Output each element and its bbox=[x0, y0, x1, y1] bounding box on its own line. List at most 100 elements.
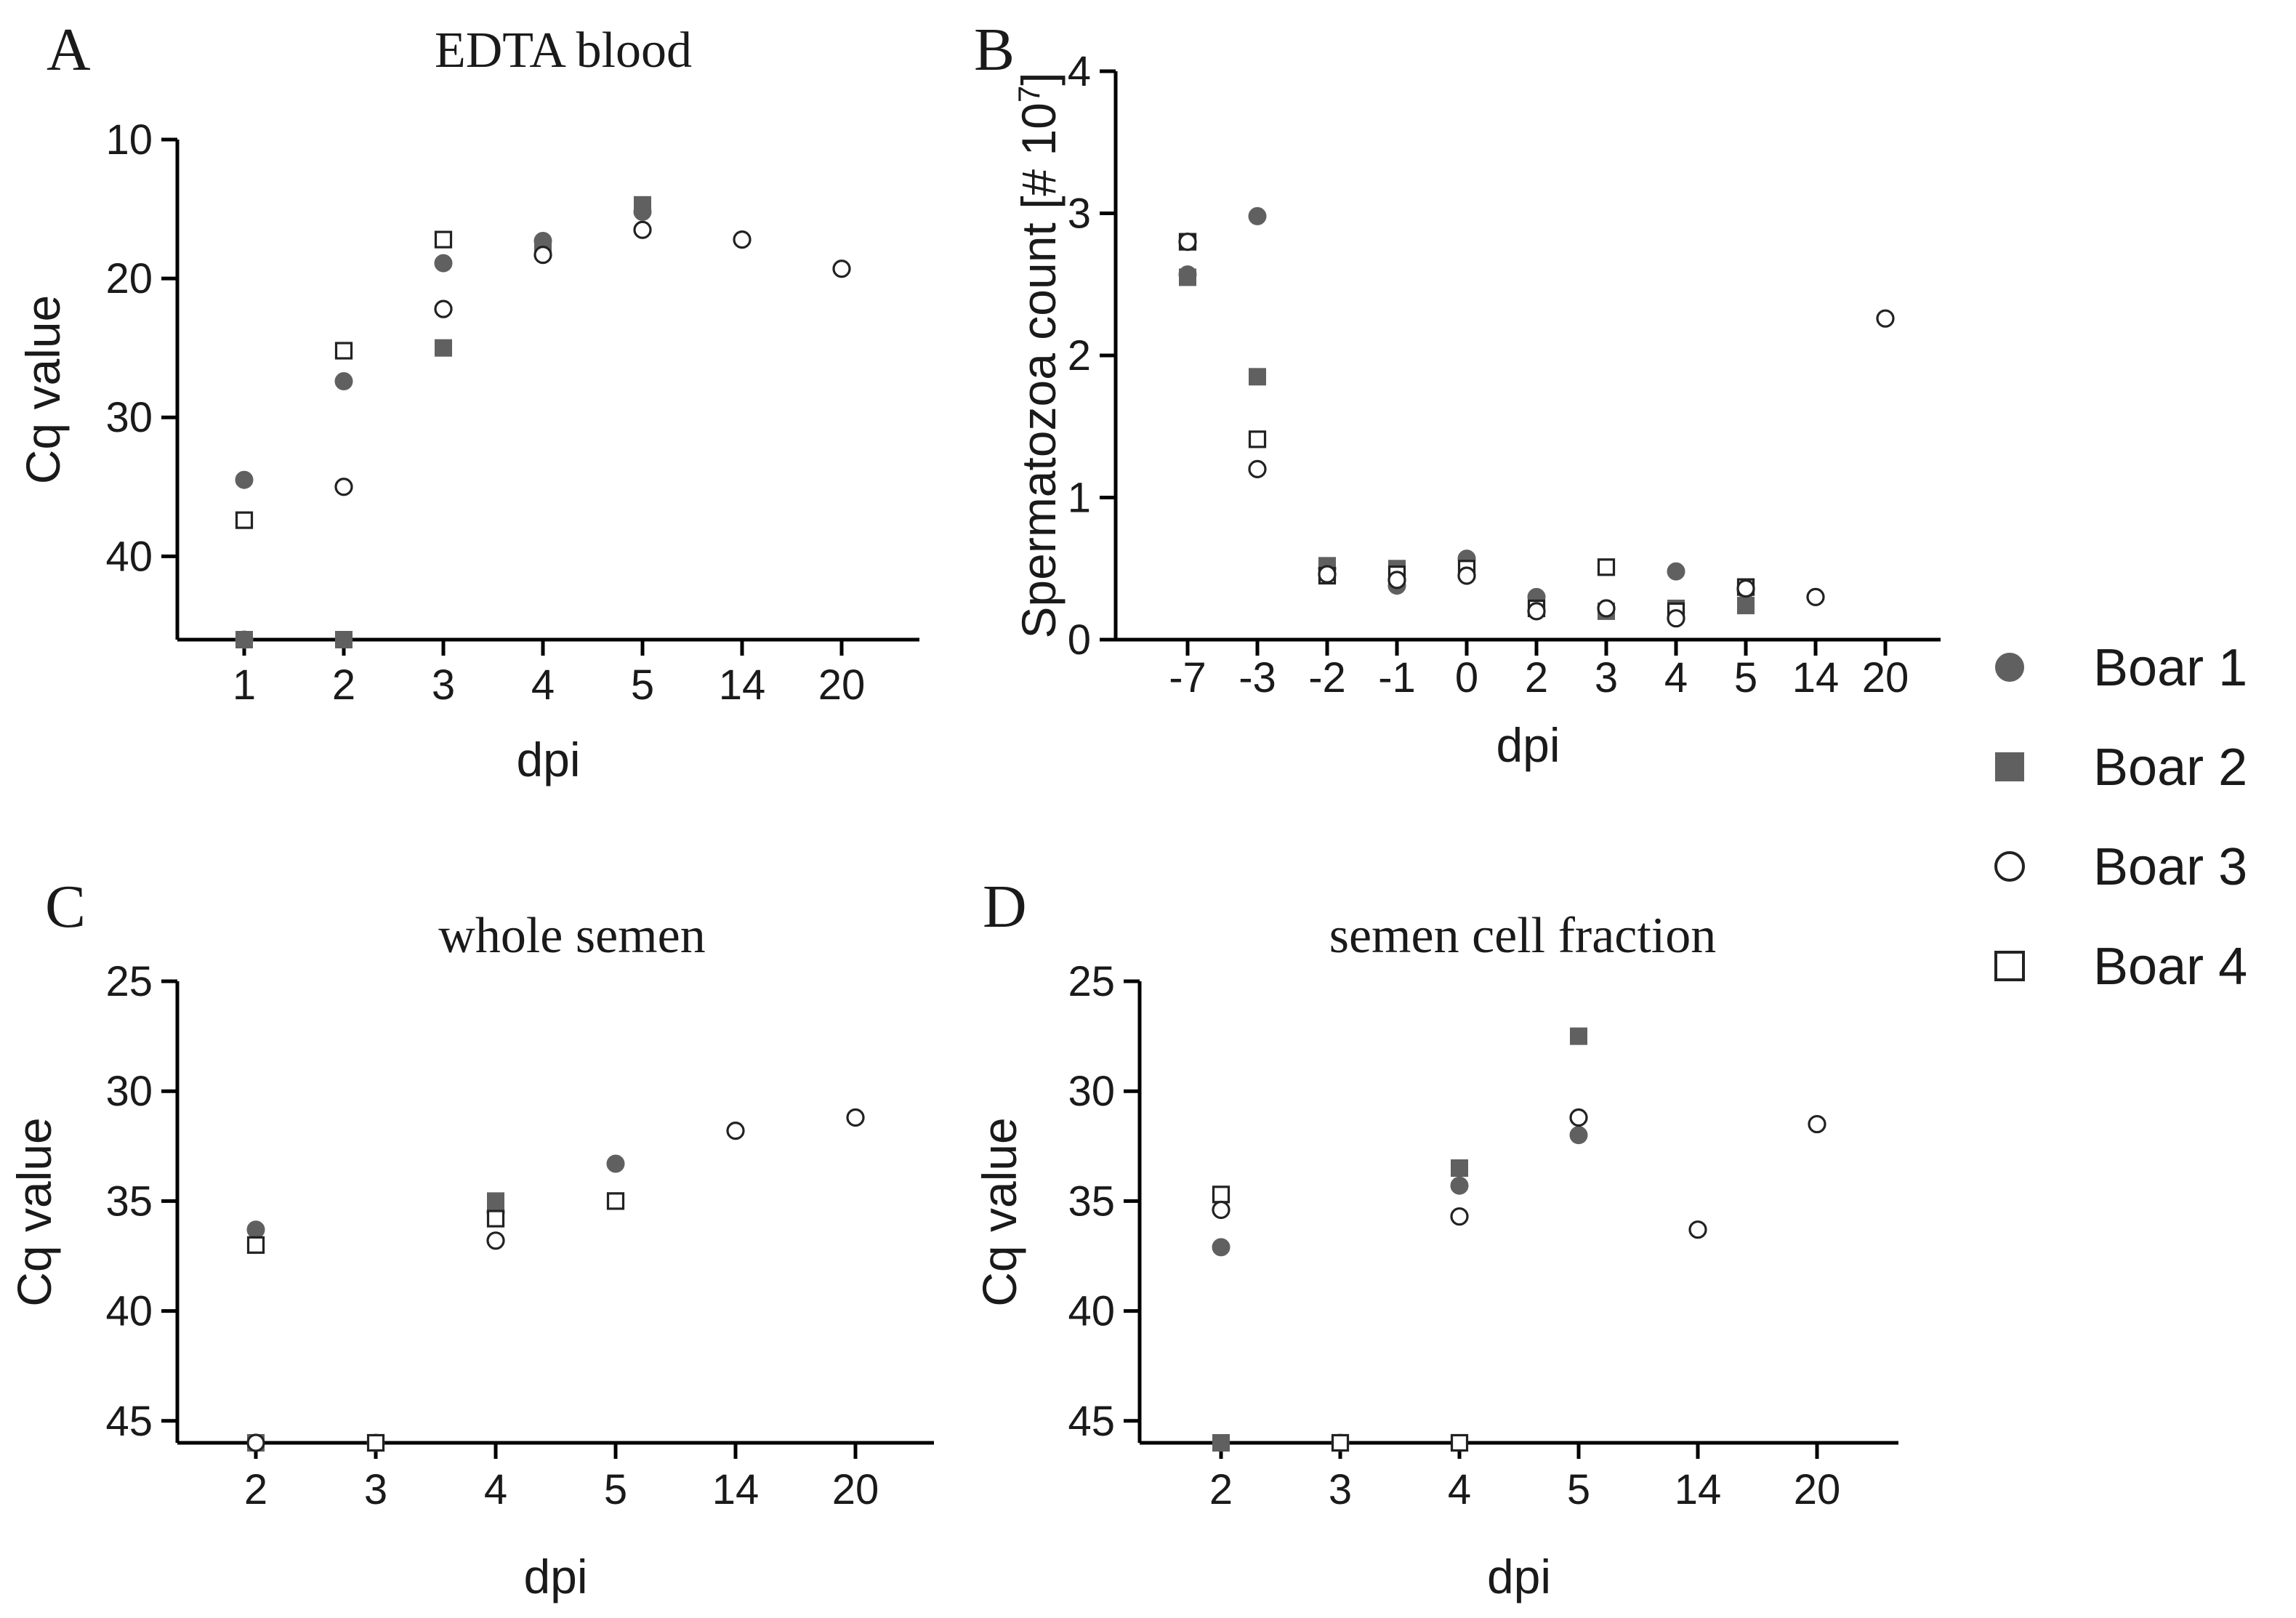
data-point bbox=[235, 470, 254, 489]
data-point bbox=[1331, 1433, 1350, 1452]
x-tick-label: 2 bbox=[1525, 654, 1548, 701]
panel-title: EDTA blood bbox=[435, 23, 692, 79]
x-tick-label: 5 bbox=[631, 661, 654, 709]
data-point bbox=[633, 220, 652, 239]
x-axis-title: dpi bbox=[523, 1550, 587, 1603]
panel-a: A EDTA blood 10 20 30 40 1 2 3 4 5 14 20 dpi Cq value bbox=[16, 16, 919, 786]
data-point bbox=[533, 246, 552, 265]
data-point bbox=[606, 1192, 625, 1210]
x-tick-label: -7 bbox=[1169, 654, 1207, 701]
data-point bbox=[246, 1236, 265, 1254]
data-point bbox=[334, 372, 353, 391]
data-point bbox=[846, 1108, 865, 1127]
series-boar-1 bbox=[235, 202, 652, 649]
data-point bbox=[1212, 1434, 1230, 1452]
y-axis-title: Cq value bbox=[972, 1117, 1026, 1307]
legend-label: Boar 3 bbox=[2093, 838, 2247, 896]
y-tick-label: 2 bbox=[1068, 332, 1091, 379]
data-point bbox=[606, 1154, 625, 1173]
data-point bbox=[1178, 233, 1197, 251]
series-boar-3 bbox=[334, 220, 851, 496]
data-point bbox=[1737, 597, 1755, 615]
y-axis-title: Cq value bbox=[16, 295, 70, 485]
data-point bbox=[435, 339, 452, 357]
x-tick-label: 14 bbox=[719, 661, 766, 709]
y-tick-label: 45 bbox=[1068, 1398, 1115, 1445]
data-point bbox=[434, 230, 453, 249]
data-point bbox=[1806, 587, 1825, 606]
x-tick-label: 3 bbox=[1595, 654, 1618, 701]
data-point bbox=[486, 1210, 505, 1228]
x-tick-label: 4 bbox=[1664, 654, 1688, 701]
legend: Boar 1 Boar 2 Boar 3 Boar 4 bbox=[1994, 639, 2247, 996]
data-point bbox=[1248, 206, 1267, 225]
data-point bbox=[1248, 459, 1267, 479]
data-point bbox=[1212, 1200, 1230, 1220]
y-axis-title: Cq value bbox=[7, 1117, 61, 1307]
series-boar-3 bbox=[246, 1108, 865, 1452]
data-point bbox=[1212, 1186, 1230, 1204]
x-axis-title: dpi bbox=[1487, 1550, 1551, 1603]
legend-marker bbox=[1994, 851, 2025, 882]
y-tick-label: 30 bbox=[1068, 1068, 1115, 1115]
series-boar-4 bbox=[1212, 1186, 1469, 1452]
data-point bbox=[434, 254, 453, 273]
x-tick-label: 2 bbox=[1209, 1466, 1233, 1513]
data-point bbox=[1248, 430, 1267, 448]
data-point bbox=[1667, 609, 1685, 628]
legend-label: Boar 1 bbox=[2093, 639, 2247, 697]
data-point bbox=[1212, 1238, 1230, 1257]
x-tick-label: 5 bbox=[1734, 654, 1757, 701]
data-point bbox=[733, 230, 752, 249]
series-boar-1 bbox=[1212, 1126, 1588, 1452]
data-point bbox=[1450, 1176, 1469, 1195]
panel-letter: D bbox=[983, 873, 1027, 941]
data-point bbox=[1387, 571, 1406, 589]
series-boar-4 bbox=[246, 1192, 625, 1452]
x-tick-label: 2 bbox=[244, 1466, 267, 1513]
y-axis-title-text: Spermatozoa count [# 10 bbox=[1012, 102, 1066, 638]
legend-label: Boar 2 bbox=[2093, 738, 2247, 797]
series-boar-3 bbox=[1178, 233, 1895, 628]
data-point bbox=[335, 631, 353, 648]
legend-marker bbox=[1995, 752, 2024, 781]
data-point bbox=[334, 342, 353, 360]
y-tick-label: 40 bbox=[105, 533, 153, 580]
data-point bbox=[1457, 566, 1476, 585]
y-axis-title-suffix: ] bbox=[1012, 72, 1066, 85]
x-tick-label: -1 bbox=[1378, 654, 1416, 701]
legend-label: Boar 4 bbox=[2093, 938, 2247, 996]
data-point bbox=[1597, 558, 1616, 576]
data-point bbox=[1318, 565, 1337, 584]
x-tick-label: 20 bbox=[818, 661, 866, 709]
x-tick-label: 3 bbox=[364, 1466, 387, 1513]
data-point bbox=[246, 1433, 265, 1452]
y-tick-label: 1 bbox=[1068, 475, 1091, 522]
data-point bbox=[1736, 579, 1755, 598]
x-tick-label: 4 bbox=[1448, 1466, 1471, 1513]
x-tick-label: 4 bbox=[484, 1466, 507, 1513]
data-point bbox=[634, 196, 651, 214]
x-tick-label: 1 bbox=[233, 661, 256, 709]
data-point bbox=[1808, 1114, 1826, 1134]
y-tick-label: 10 bbox=[105, 116, 153, 164]
data-point bbox=[366, 1433, 385, 1452]
y-tick-label: 30 bbox=[105, 394, 153, 441]
legend-item: Boar 1 bbox=[1995, 639, 2247, 697]
x-tick-label: -3 bbox=[1238, 654, 1276, 701]
y-tick-label: 25 bbox=[1068, 958, 1115, 1005]
y-tick-label: 35 bbox=[105, 1178, 153, 1225]
data-point bbox=[1570, 1027, 1587, 1045]
y-tick-label: 0 bbox=[1068, 616, 1091, 664]
data-point bbox=[1450, 1433, 1469, 1452]
panel-title: semen cell fraction bbox=[1329, 908, 1717, 964]
x-tick-label: 5 bbox=[604, 1466, 627, 1513]
data-point bbox=[1876, 309, 1895, 328]
series-boar-4 bbox=[1178, 233, 1755, 621]
data-point bbox=[235, 511, 254, 529]
data-point bbox=[726, 1122, 745, 1140]
